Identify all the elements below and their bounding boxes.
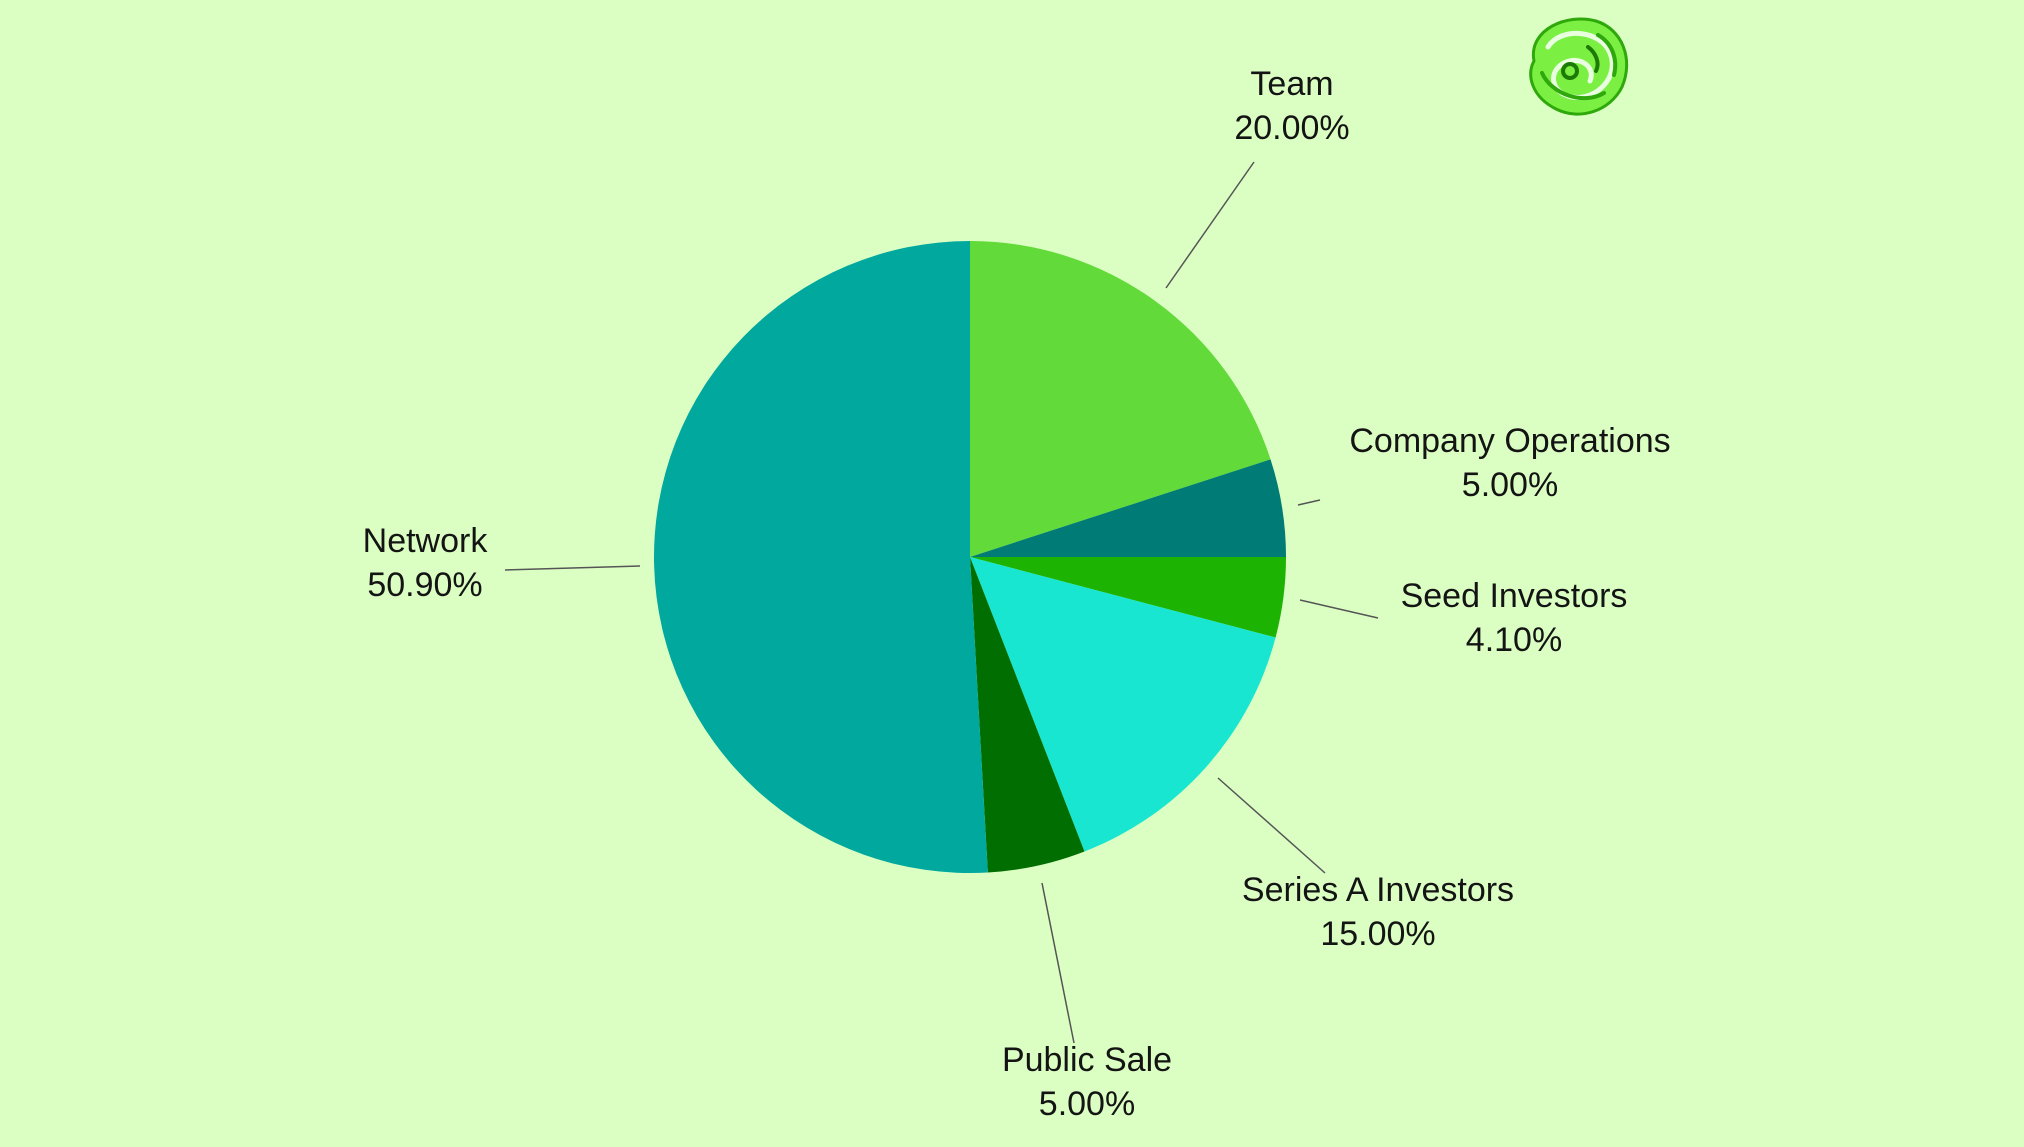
pie-slices <box>653 241 1286 874</box>
slice-value-label: 5.00% <box>1039 1085 1135 1123</box>
pie-slice-seed-investors <box>970 557 1286 638</box>
leader-line <box>1217 777 1326 874</box>
leader-line <box>1041 882 1075 1044</box>
pie-slice-series-a-investors <box>970 557 1276 852</box>
leader-line <box>1299 599 1379 619</box>
slice-label: Network <box>363 522 489 560</box>
leader-lines <box>504 161 1379 1044</box>
leader-line <box>1165 161 1255 289</box>
slice-label: Team <box>1250 65 1333 103</box>
leader-line <box>504 565 641 571</box>
leader-line <box>1297 499 1321 506</box>
slice-value-label: 15.00% <box>1320 915 1435 953</box>
pie-slice-company-operations <box>970 459 1286 557</box>
slice-value-label: 4.10% <box>1466 621 1562 659</box>
pie-slice-network <box>653 241 988 874</box>
slice-value-label: 5.00% <box>1462 466 1558 504</box>
slice-label: Company Operations <box>1349 422 1670 460</box>
pie-slice-public-sale <box>970 557 1085 873</box>
slice-label: Series A Investors <box>1242 871 1514 909</box>
slice-label: Public Sale <box>1002 1041 1172 1079</box>
green-swirl-logo-icon <box>1529 17 1629 116</box>
slice-labels: Team 20.00% Company Operations 5.00% Seed In… <box>363 65 1671 1123</box>
slice-value-label: 50.90% <box>367 566 482 604</box>
slice-value-label: 20.00% <box>1234 109 1349 147</box>
pie-slice-team <box>970 241 1271 557</box>
slice-label: Seed Investors <box>1401 577 1628 615</box>
